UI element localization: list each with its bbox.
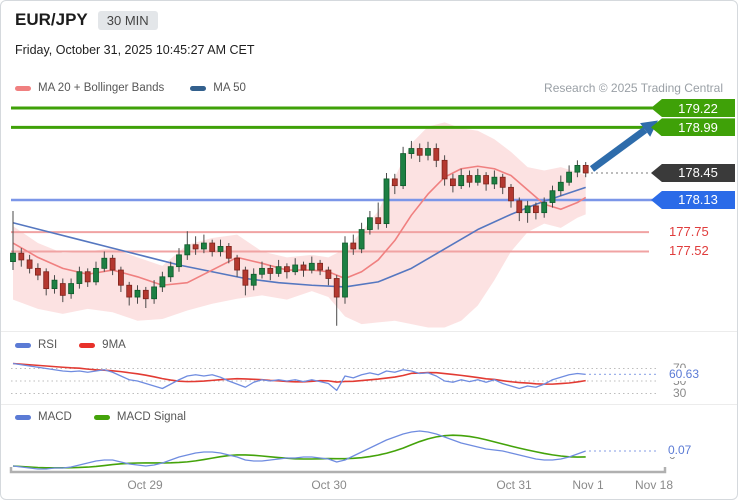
attribution-text: Research © 2025 Trading Central: [544, 81, 723, 95]
legend-label: MACD Signal: [116, 411, 186, 423]
price-tag-last: 178.45: [651, 163, 735, 182]
x-axis: [9, 467, 667, 474]
price-tag-pivot: 178.13: [651, 190, 735, 209]
legend-label: MA 50: [213, 82, 246, 94]
price-tag-resistance-2: 178.99: [651, 118, 735, 137]
rsi-chart: [11, 362, 657, 394]
header: EUR/JPY 30 MIN: [15, 10, 158, 30]
rsi-9ma-swatch-icon: [79, 342, 96, 348]
price-tag-resistance-1: 179.22: [651, 99, 735, 117]
macd-swatch-icon: [15, 414, 31, 420]
rsi-current-value: 60.63: [667, 367, 702, 381]
x-axis-label: Oct 30: [311, 478, 347, 492]
panel-divider: [1, 331, 737, 332]
legend-item-macd: MACD: [15, 411, 72, 423]
rsi-swatch-icon: [15, 342, 31, 348]
macd-current-value: 0.07: [666, 443, 694, 457]
legend-label: MA 20 + Bollinger Bands: [38, 82, 165, 94]
legend-label: RSI: [38, 339, 58, 351]
main-legend: MA 20 + Bollinger Bands MA 50 Research ©…: [15, 81, 723, 95]
macd-signal-swatch-icon: [93, 414, 110, 420]
symbol-title: EUR/JPY: [15, 10, 88, 29]
ma20-swatch-icon: [15, 85, 31, 91]
datetime-label: Friday, October 31, 2025 10:45:27 AM CET: [15, 43, 255, 57]
legend-label: 9MA: [102, 339, 126, 351]
x-axis-label: Oct 29: [127, 478, 163, 492]
legend-label: MACD: [38, 411, 72, 423]
rsi-gridline-label-30: 30: [673, 386, 687, 400]
legend-item-9ma: 9MA: [79, 339, 126, 351]
macd-legend: MACD MACD Signal: [15, 411, 723, 423]
legend-item-ma20-bollinger: MA 20 + Bollinger Bands: [15, 82, 164, 94]
panel-divider: [1, 404, 737, 405]
timeframe-badge: 30 MIN: [97, 10, 158, 30]
legend-item-macd-signal: MACD Signal: [93, 411, 186, 423]
ma50-swatch-icon: [190, 85, 207, 91]
price-label-support-1: 177.75: [669, 224, 709, 240]
rsi-legend: RSI 9MA: [15, 339, 723, 351]
x-axis-label: Nov 18: [634, 478, 674, 492]
main-price-chart: [10, 106, 658, 328]
macd-chart: [12, 430, 657, 470]
legend-item-rsi: RSI: [15, 339, 57, 351]
x-axis-label: Oct 31: [496, 478, 532, 492]
price-label-support-2: 177.52: [669, 243, 709, 259]
legend-item-ma50: MA 50: [190, 82, 246, 94]
x-axis-label: Nov 1: [572, 478, 604, 492]
